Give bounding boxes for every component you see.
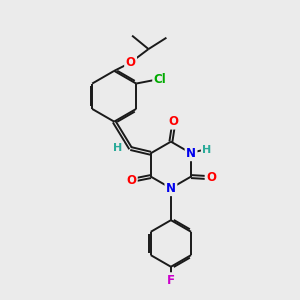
Text: F: F: [167, 274, 175, 287]
Text: Cl: Cl: [154, 73, 166, 85]
Text: N: N: [166, 182, 176, 195]
Text: H: H: [202, 145, 212, 155]
Text: H: H: [113, 143, 123, 153]
Text: N: N: [186, 147, 196, 160]
Text: O: O: [206, 171, 216, 184]
Text: O: O: [168, 115, 178, 128]
Text: O: O: [126, 56, 136, 69]
Text: O: O: [126, 174, 136, 187]
